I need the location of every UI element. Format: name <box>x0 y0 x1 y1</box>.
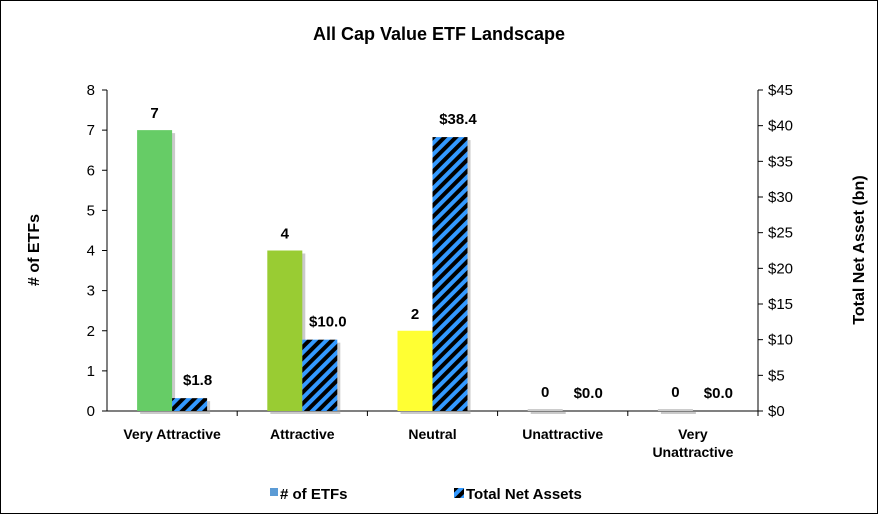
y-tick-label: 1 <box>87 363 95 380</box>
etf-count-bar <box>397 330 433 411</box>
net-assets-label: $0.0 <box>704 385 733 402</box>
y2-tick-label: $0 <box>768 403 785 420</box>
y-tick-label: 0 <box>87 403 95 420</box>
y-tick-label: 6 <box>87 162 95 179</box>
y2-tick-label: $25 <box>768 225 793 242</box>
y2-tick-label: $20 <box>768 260 793 277</box>
etf-count-label: 0 <box>541 384 549 401</box>
plot-area: 0 1 2 3 4 5 6 7 8 $0 $5 $10 $15 $20 $25 $30 $35 $40 $45 Ver… <box>87 82 793 460</box>
y2-tick-label: $15 <box>768 296 793 313</box>
category-label: Attractive <box>270 426 335 442</box>
y2-tick-label: $10 <box>768 332 793 349</box>
etf-count-bar <box>267 250 303 411</box>
y-tick-label: 4 <box>87 243 95 260</box>
y-tick-label: 8 <box>87 82 95 99</box>
legend: # of ETFs Total Net Assets <box>270 486 582 503</box>
net-assets-bar <box>432 137 468 411</box>
net-assets-label: $0.0 <box>574 385 603 402</box>
net-assets-bar <box>302 339 338 411</box>
y2-axis-title: Total Net Asset (bn) <box>851 175 868 324</box>
legend-label-etf-count: # of ETFs <box>280 486 348 503</box>
y-tick-label: 2 <box>87 323 95 340</box>
category-label: Very Attractive <box>123 426 221 442</box>
legend-label-net-assets: Total Net Assets <box>466 486 582 503</box>
y-tick-label: 7 <box>87 122 95 139</box>
y2-tick-label: $35 <box>768 153 793 170</box>
etf-count-label: 7 <box>150 105 158 122</box>
y2-tick-label: $45 <box>768 82 793 99</box>
y2-tick-label: $40 <box>768 118 793 135</box>
category-label: Neutral <box>408 426 456 442</box>
category-label: Very Unattractive <box>652 426 733 460</box>
net-assets-label: $10.0 <box>309 314 347 331</box>
etf-count-label: 4 <box>281 226 290 243</box>
category-label: Unattractive <box>522 426 603 442</box>
etf-count-bar <box>137 130 173 411</box>
legend-swatch-etf-count <box>270 488 278 496</box>
chart-title: All Cap Value ETF Landscape <box>313 24 565 44</box>
etf-count-label: 2 <box>411 306 419 323</box>
etf-count-bar <box>657 409 693 411</box>
y-tick-label: 3 <box>87 283 95 300</box>
etf-count-bar <box>527 409 563 411</box>
etf-count-label: 0 <box>671 384 679 401</box>
bar-shadow <box>530 412 566 414</box>
net-assets-bar <box>172 398 208 411</box>
y-axis-title: # of ETFs <box>26 214 43 286</box>
y2-tick-label: $5 <box>768 367 785 384</box>
net-assets-label: $38.4 <box>439 111 477 128</box>
y2-tick-label: $30 <box>768 189 793 206</box>
legend-swatch-net-assets <box>454 488 464 498</box>
net-assets-label: $1.8 <box>183 372 212 389</box>
y-tick-label: 5 <box>87 202 95 219</box>
bar-shadow <box>660 412 696 414</box>
